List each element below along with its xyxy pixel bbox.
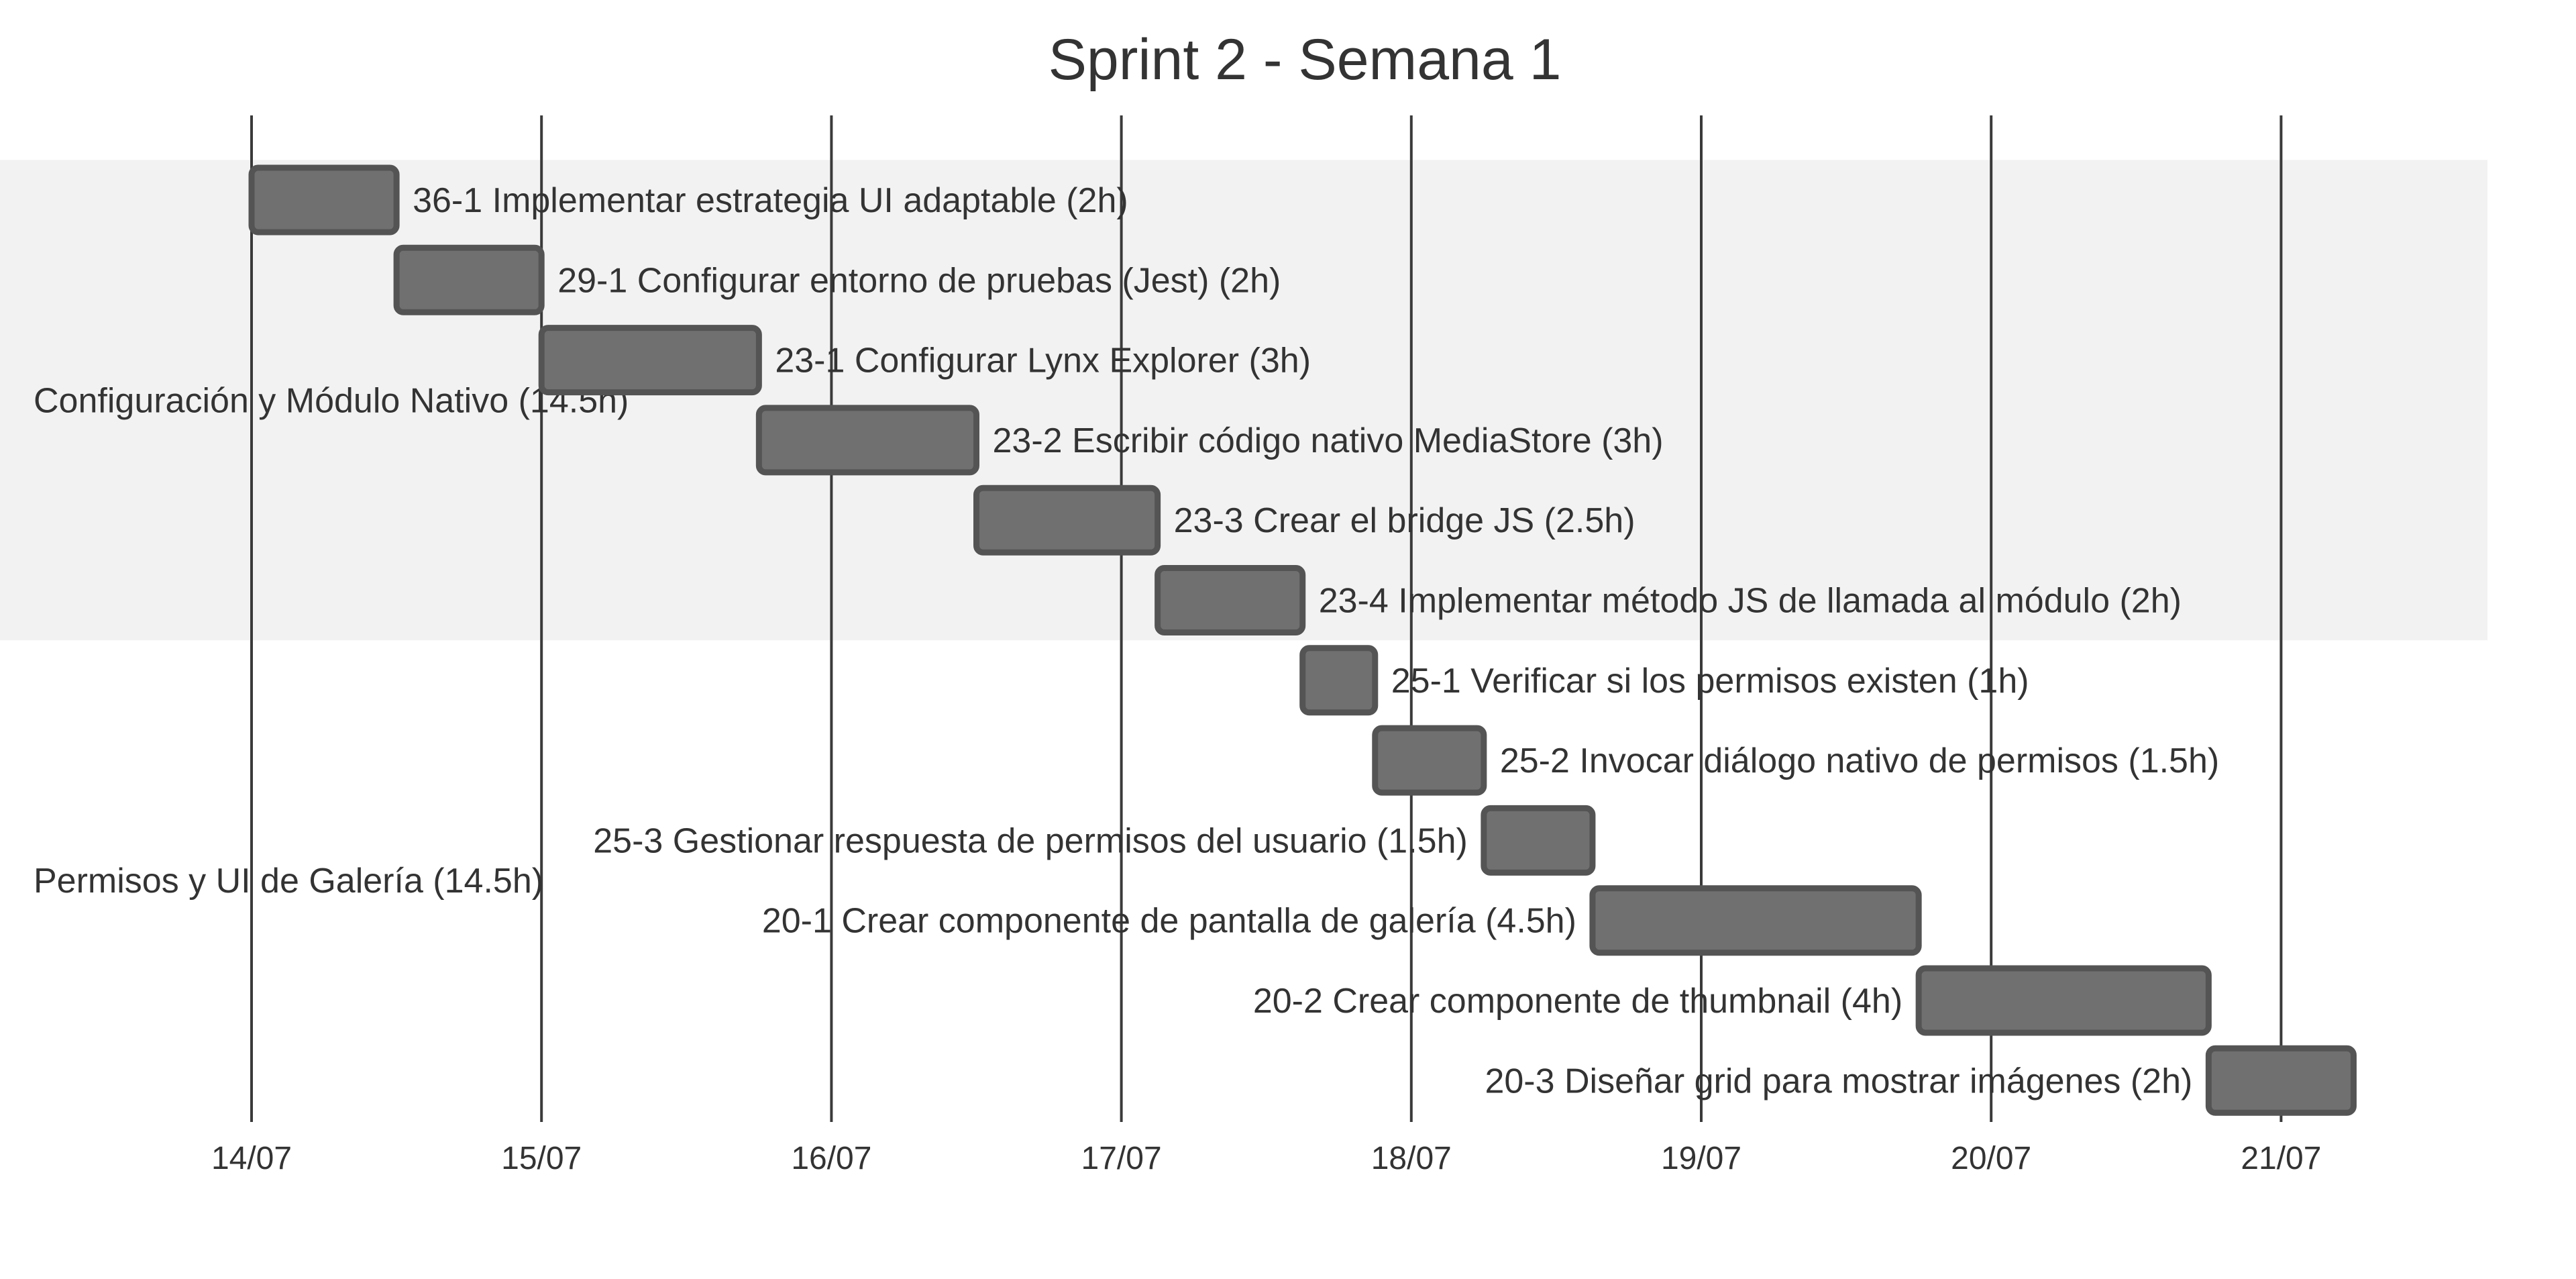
task-bar bbox=[393, 244, 545, 315]
x-tick-label: 21/07 bbox=[2241, 1141, 2321, 1176]
x-tick-label: 15/07 bbox=[501, 1141, 582, 1176]
section-label: Permisos y UI de Galería (14.5h) bbox=[34, 862, 543, 901]
task-label: 20-3 Diseñar grid para mostrar imágenes … bbox=[1485, 1062, 2192, 1101]
task-label: 25-1 Verificar si los permisos existen (… bbox=[1391, 662, 2029, 701]
task-label: 23-1 Configurar Lynx Explorer (3h) bbox=[775, 342, 1311, 380]
task-bar bbox=[755, 405, 979, 476]
task-bar bbox=[1372, 725, 1487, 796]
task-bar bbox=[1155, 565, 1306, 635]
task-label: 25-2 Invocar diálogo nativo de permisos … bbox=[1500, 741, 2219, 780]
task-bar bbox=[1915, 965, 2212, 1036]
task-bar bbox=[973, 484, 1161, 556]
task-bar bbox=[1481, 805, 1596, 876]
task-bar bbox=[538, 325, 762, 396]
task-bar bbox=[1589, 885, 1922, 956]
section-labels: Configuración y Módulo Nativo (14.5h) Per… bbox=[34, 381, 629, 901]
chart-title: Sprint 2 - Semana 1 bbox=[1049, 28, 1562, 92]
x-axis-ticks: 14/07 15/07 16/07 17/07 18/07 19/07 20/07 21/07 bbox=[211, 1141, 2322, 1176]
task-labels: 36-1 Implementar estrategia UI adaptable… bbox=[413, 181, 2219, 1101]
section-bands bbox=[0, 160, 2487, 641]
x-tick-label: 20/07 bbox=[1951, 1141, 2031, 1176]
x-tick-label: 14/07 bbox=[211, 1141, 292, 1176]
task-label: 23-2 Escribir código nativo MediaStore (… bbox=[993, 421, 1664, 460]
x-tick-label: 16/07 bbox=[791, 1141, 871, 1176]
task-label: 29-1 Configurar entorno de pruebas (Jest… bbox=[557, 261, 1281, 300]
x-tick-label: 17/07 bbox=[1081, 1141, 1162, 1176]
task-label: 36-1 Implementar estrategia UI adaptable… bbox=[413, 181, 1128, 220]
x-tick-label: 19/07 bbox=[1661, 1141, 1741, 1176]
section-band bbox=[0, 160, 2487, 641]
task-bar bbox=[248, 164, 400, 236]
task-label: 25-3 Gestionar respuesta de permisos del… bbox=[593, 821, 1468, 860]
task-label: 23-4 Implementar método JS de llamada al… bbox=[1319, 582, 2182, 621]
task-bar bbox=[1299, 645, 1379, 716]
x-tick-label: 18/07 bbox=[1371, 1141, 1452, 1176]
task-bar bbox=[2205, 1045, 2357, 1116]
section-label: Configuración y Módulo Nativo (14.5h) bbox=[34, 381, 629, 420]
task-bars bbox=[248, 164, 2357, 1116]
task-label: 20-1 Crear componente de pantalla de gal… bbox=[762, 902, 1576, 941]
task-label: 23-3 Crear el bridge JS (2.5h) bbox=[1174, 501, 1635, 540]
task-label: 20-2 Crear componente de thumbnail (4h) bbox=[1253, 982, 1902, 1021]
